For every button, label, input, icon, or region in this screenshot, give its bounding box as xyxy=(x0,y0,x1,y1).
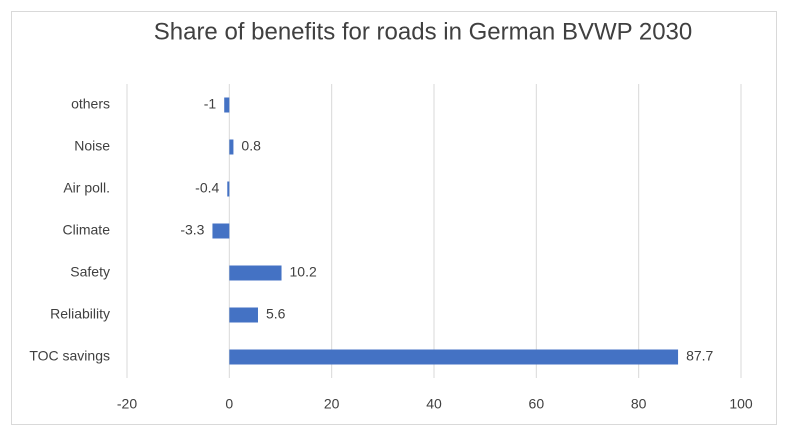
y-tick-label: Noise xyxy=(74,138,110,154)
x-tick-label: 0 xyxy=(225,396,233,412)
x-tick-label: 80 xyxy=(631,396,647,412)
data-label: 5.6 xyxy=(266,306,286,322)
data-label: -3.3 xyxy=(180,222,204,238)
bar xyxy=(212,223,230,239)
bar xyxy=(224,97,230,113)
bar xyxy=(229,307,258,323)
data-label: 0.8 xyxy=(241,138,261,154)
x-tick-label: 20 xyxy=(324,396,340,412)
data-label: 10.2 xyxy=(290,264,317,280)
y-tick-label: Air poll. xyxy=(63,180,110,196)
chart-title: Share of benefits for roads in German BV… xyxy=(154,18,693,45)
x-tick-label: 60 xyxy=(529,396,545,412)
x-tick-label: 100 xyxy=(729,396,753,412)
x-tick-label: -20 xyxy=(117,396,137,412)
data-label: -0.4 xyxy=(195,180,219,196)
y-tick-label: Climate xyxy=(63,222,111,238)
bar xyxy=(229,349,679,365)
bar xyxy=(227,181,230,197)
y-tick-label: Safety xyxy=(70,264,110,280)
data-label: -1 xyxy=(204,96,217,112)
y-tick-label: others xyxy=(71,96,110,112)
bar xyxy=(229,139,234,155)
x-tick-label: 40 xyxy=(426,396,442,412)
y-tick-label: TOC savings xyxy=(29,348,110,364)
y-tick-label: Reliability xyxy=(50,306,110,322)
bar xyxy=(229,265,282,281)
data-label: 87.7 xyxy=(686,348,713,364)
